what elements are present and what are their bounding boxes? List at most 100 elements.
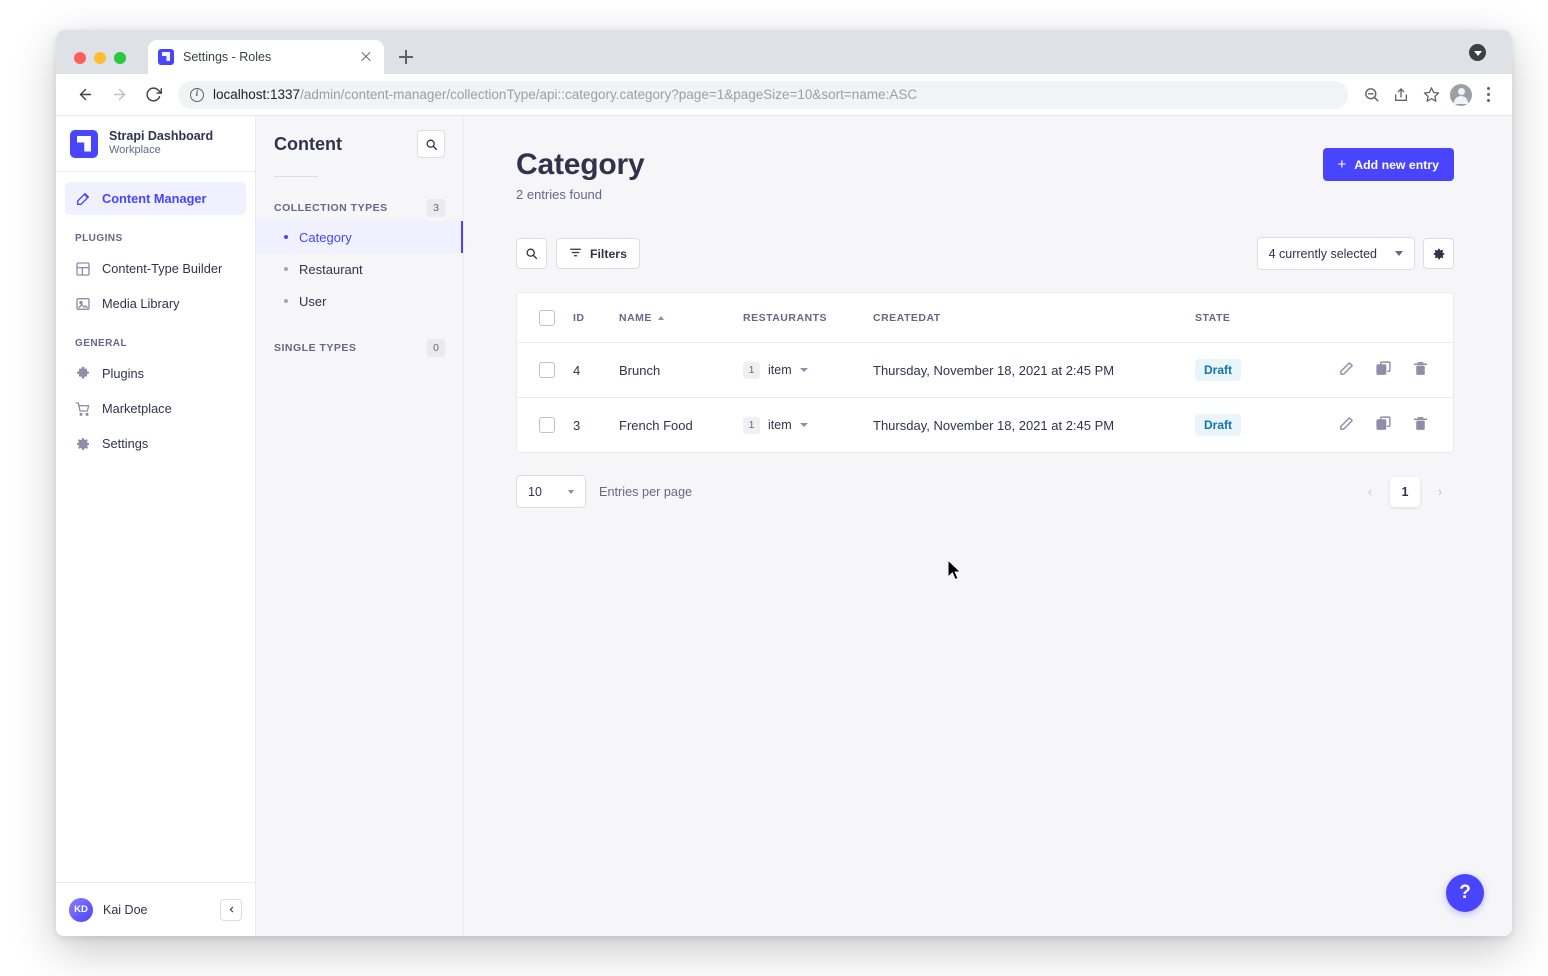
single-types-label: SINGLE TYPES [274,342,357,354]
relation-count: 1 [743,361,760,379]
sidebar-item-media-library[interactable]: Media Library [65,287,246,320]
sidebar-item-marketplace[interactable]: Marketplace [65,392,246,425]
bullet-icon [284,267,288,271]
column-header-createdat[interactable]: CREATEDAT [873,293,1195,343]
page-header: Category 2 entries found + Add new entry [464,116,1512,202]
site-info-icon[interactable]: i [190,87,204,102]
tab-title: Settings - Roles [183,50,272,64]
browser-tab[interactable]: Settings - Roles [148,40,384,74]
content-panel-title: Content [274,133,342,154]
sidebar-item-plugins[interactable]: Plugins [65,357,246,390]
download-chevron-icon[interactable] [1469,44,1486,61]
page-number-1[interactable]: 1 [1390,476,1420,507]
reload-button[interactable] [138,80,168,110]
filters-button[interactable]: Filters [556,238,640,269]
column-header-id[interactable]: ID [573,293,619,343]
content-panel-header: Content [256,130,463,158]
sidebar-item-label: Content Manager [102,191,207,206]
sidebar-item-label: Settings [102,436,149,451]
brand-header[interactable]: Strapi Dashboard Workplace [56,116,255,172]
cell-restaurants[interactable]: 1 item [743,342,873,398]
url-text: localhost:1337/admin/content-manager/col… [213,87,917,102]
sidebar-item-label: Content-Type Builder [102,261,223,276]
cell-state: Draft [1195,398,1325,453]
content-type-item-user[interactable]: User [256,285,463,317]
help-button[interactable]: ? [1446,874,1484,912]
row-checkbox[interactable] [539,417,555,433]
table-row[interactable]: 3 French Food 1 item Thursday, Nove [517,398,1453,453]
sidebar-group-plugins-title: PLUGINS [75,233,123,244]
search-icon[interactable] [516,238,547,269]
sidebar-item-content-type-builder[interactable]: Content-Type Builder [65,252,246,285]
collection-types-label: COLLECTION TYPES [274,202,388,214]
table-row[interactable]: 4 Brunch 1 item Thursday, November [517,342,1453,398]
chevron-down-icon[interactable] [799,423,808,427]
pencil-square-icon [75,191,91,207]
forward-button[interactable] [104,80,134,110]
duplicate-icon[interactable] [1375,415,1392,432]
cell-actions [1325,342,1453,398]
row-select-cell [517,398,573,453]
user-name: Kai Doe [103,902,148,917]
window-traffic-lights [74,52,126,64]
sidebar-item-content-manager[interactable]: Content Manager [65,182,246,215]
cell-name: French Food [619,417,693,433]
next-page-button[interactable]: › [1437,484,1443,499]
chevron-left-icon[interactable] [220,898,242,921]
content-types-panel: Content COLLECTION TYPES 3 Category Res [256,116,464,936]
strapi-logo-icon [70,129,98,158]
entries-table: ID NAME RESTAURANTS CREATEDAT STATE [517,293,1453,452]
sidebar-user-bar[interactable]: KD Kai Doe [56,882,255,936]
delete-icon[interactable] [1412,415,1429,432]
close-window-button[interactable] [74,52,86,64]
chevron-down-icon [1395,251,1403,256]
collection-types-section-header: COLLECTION TYPES 3 [256,177,463,221]
maximize-window-button[interactable] [114,52,126,64]
select-all-checkbox[interactable] [539,310,555,326]
pagination-row: 10 Entries per page ‹ 1 › [516,475,1454,508]
content-type-item-restaurant[interactable]: Restaurant [256,253,463,285]
app-sidebar: Strapi Dashboard Workplace Content Manag… [56,116,256,936]
edit-icon[interactable] [1338,415,1355,432]
sidebar-item-label: Plugins [102,366,144,381]
add-new-entry-button[interactable]: + Add new entry [1322,148,1454,181]
cell-id: 3 [573,417,581,433]
content-type-item-category[interactable]: Category [256,221,463,253]
chrome-menu-icon[interactable] [1478,87,1498,102]
address-bar[interactable]: i localhost:1337/admin/content-manager/c… [178,80,1348,109]
previous-page-button[interactable]: ‹ [1367,484,1373,499]
column-header-name[interactable]: NAME [619,293,743,343]
url-host: localhost:1337 [213,87,301,102]
column-header-state[interactable]: STATE [1195,293,1325,343]
layout-grid-icon [75,261,91,277]
bookmark-star-icon[interactable] [1418,82,1444,108]
chevron-down-icon[interactable] [799,368,808,372]
browser-action-icons [1358,82,1498,108]
zoom-out-icon[interactable] [1358,82,1384,108]
back-button[interactable] [70,80,100,110]
brand-subtitle: Workplace [109,144,161,157]
app-viewport: Strapi Dashboard Workplace Content Manag… [56,116,1512,936]
column-header-restaurants[interactable]: RESTAURANTS [743,293,873,343]
table-settings-gear-icon[interactable] [1423,238,1454,269]
close-icon[interactable] [358,49,374,65]
filters-label: Filters [590,246,627,261]
sidebar-spacer [56,462,255,882]
minimize-window-button[interactable] [94,52,106,64]
avatar: KD [69,897,93,922]
row-checkbox[interactable] [539,362,555,378]
new-tab-button[interactable] [392,43,420,71]
shopping-cart-icon [75,401,91,417]
search-icon[interactable] [417,130,445,158]
duplicate-icon[interactable] [1375,360,1392,377]
content-type-label: Category [299,229,352,245]
sidebar-item-settings[interactable]: Settings [65,427,246,460]
delete-icon[interactable] [1412,360,1429,377]
profile-avatar-icon[interactable] [1448,82,1474,108]
page-size-select[interactable]: 10 [516,475,586,508]
share-icon[interactable] [1388,82,1414,108]
panel-divider [274,176,318,177]
cell-restaurants[interactable]: 1 item [743,398,873,453]
edit-icon[interactable] [1338,360,1355,377]
field-select-dropdown[interactable]: 4 currently selected [1256,237,1415,270]
